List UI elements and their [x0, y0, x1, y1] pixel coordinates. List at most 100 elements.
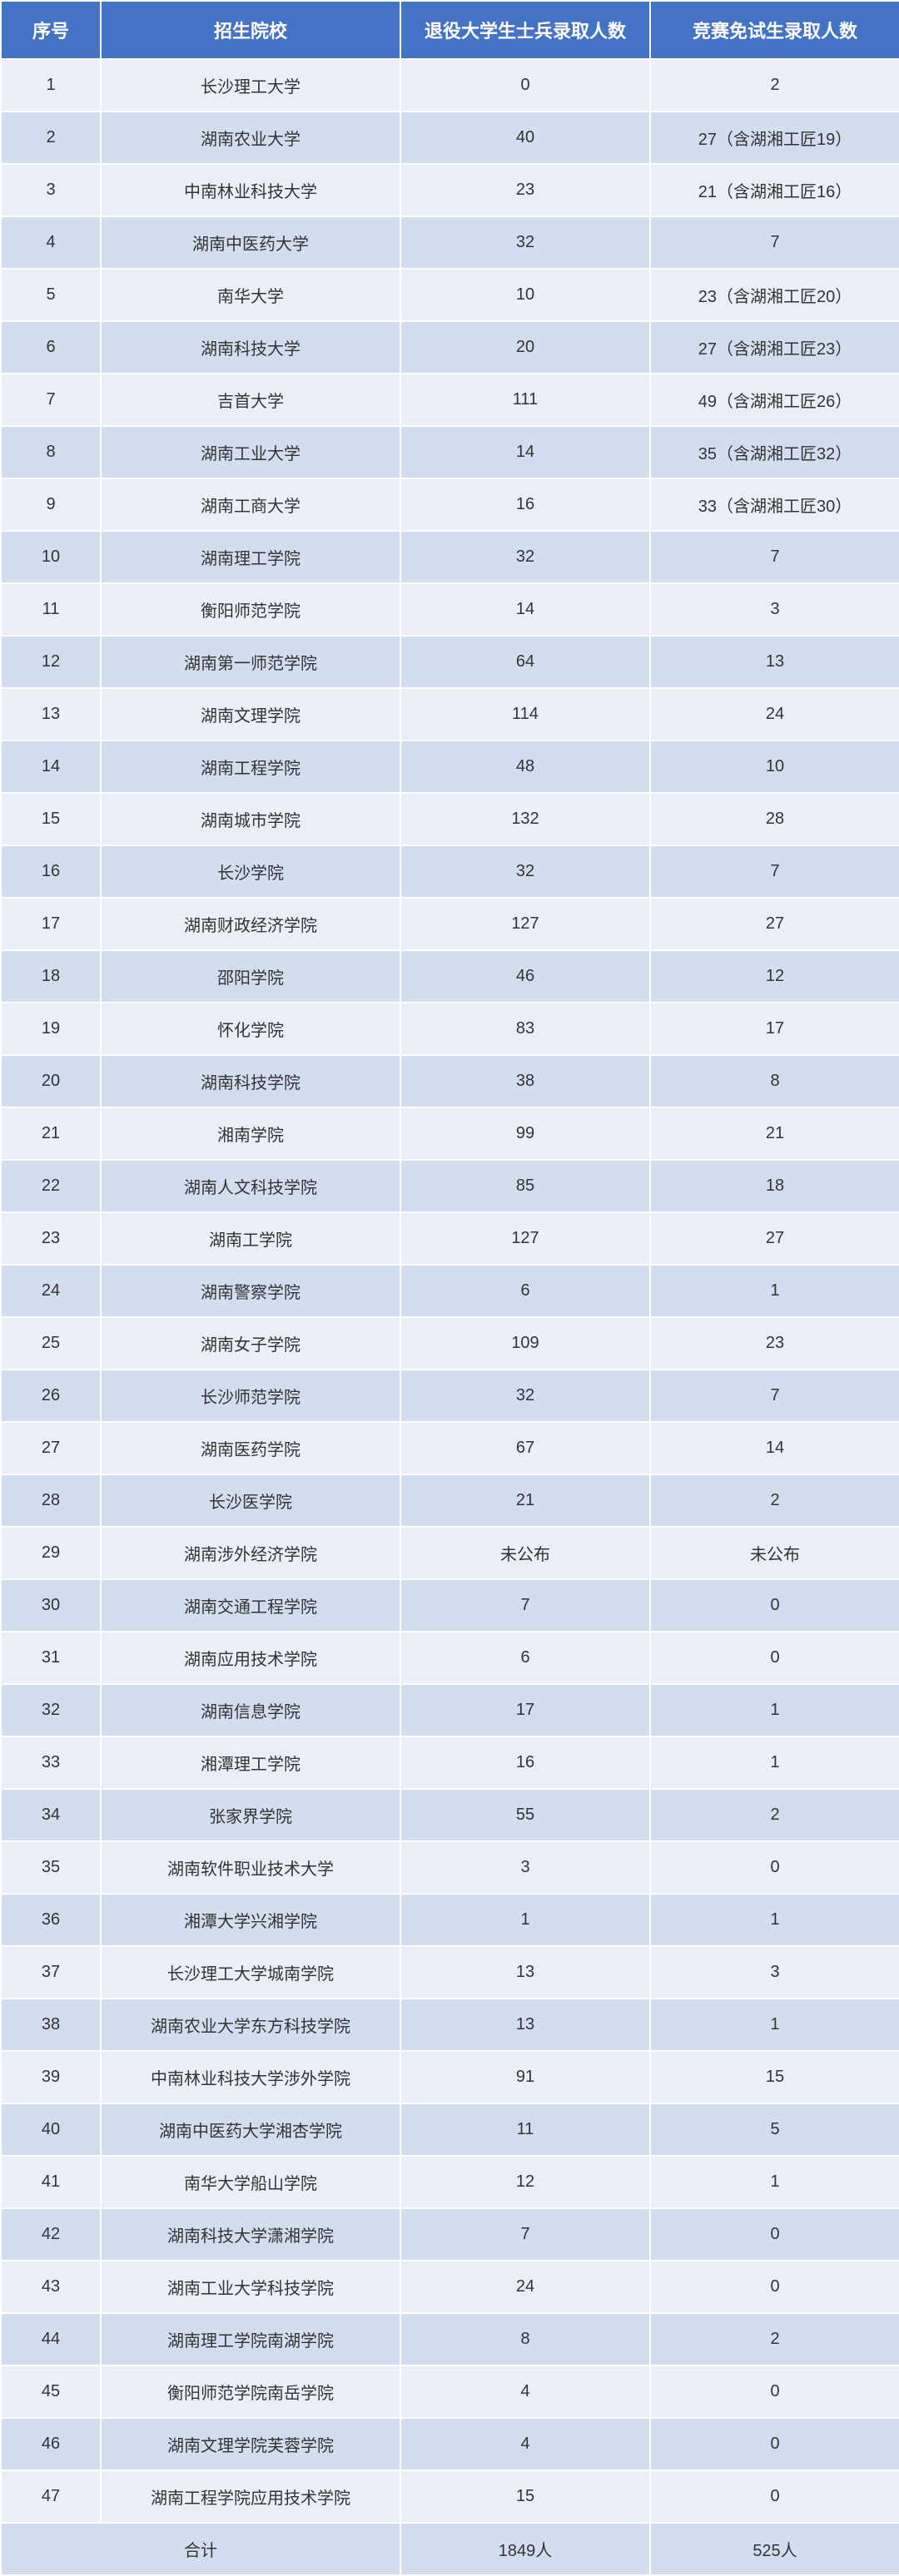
cell-competition: 7 — [650, 531, 899, 583]
cell-veteran: 24 — [400, 2261, 650, 2313]
cell-index: 18 — [1, 950, 101, 1003]
cell-competition: 0 — [650, 2208, 899, 2261]
cell-school: 湖南软件职业技术大学 — [101, 1841, 400, 1894]
table-row: 45衡阳师范学院南岳学院40 — [1, 2365, 899, 2418]
cell-school: 湖南文理学院芙蓉学院 — [101, 2418, 400, 2470]
cell-index: 9 — [1, 478, 101, 531]
cell-school: 湖南科技学院 — [101, 1055, 400, 1107]
cell-competition: 1 — [650, 1684, 899, 1736]
cell-competition: 14 — [650, 1422, 899, 1474]
table-row: 15湖南城市学院13228 — [1, 793, 899, 845]
cell-school: 湖南工程学院应用技术学院 — [101, 2470, 400, 2523]
table-row: 25湖南女子学院10923 — [1, 1317, 899, 1370]
table-row: 5南华大学1023（含湖湘工匠20） — [1, 269, 899, 321]
cell-competition: 1 — [650, 1894, 899, 1946]
cell-index: 37 — [1, 1946, 101, 1999]
table-row: 6湖南科技大学2027（含湖湘工匠23） — [1, 321, 899, 374]
cell-index: 25 — [1, 1317, 101, 1370]
cell-competition: 0 — [650, 2418, 899, 2470]
table-footer: 合计 1849人 525人 — [1, 2523, 899, 2575]
header-school: 招生院校 — [101, 1, 400, 59]
cell-competition: 15 — [650, 2051, 899, 2103]
cell-school: 长沙师范学院 — [101, 1370, 400, 1422]
cell-index: 19 — [1, 1003, 101, 1055]
cell-veteran: 67 — [400, 1422, 650, 1474]
cell-competition: 8 — [650, 1055, 899, 1107]
cell-competition: 27（含湖湘工匠19） — [650, 111, 899, 164]
cell-school: 南华大学船山学院 — [101, 2156, 400, 2208]
table-row: 29湖南涉外经济学院未公布未公布 — [1, 1527, 899, 1579]
cell-school: 湖南警察学院 — [101, 1265, 400, 1317]
cell-competition: 21 — [650, 1107, 899, 1160]
cell-veteran: 55 — [400, 1789, 650, 1841]
cell-index: 35 — [1, 1841, 101, 1894]
cell-index: 38 — [1, 1999, 101, 2051]
cell-index: 1 — [1, 59, 101, 111]
cell-index: 10 — [1, 531, 101, 583]
cell-competition: 1 — [650, 2156, 899, 2208]
admissions-table: 序号 招生院校 退役大学生士兵录取人数 竞赛免试生录取人数 1长沙理工大学022… — [0, 0, 899, 2576]
cell-index: 30 — [1, 1579, 101, 1632]
cell-index: 7 — [1, 374, 101, 426]
table-row: 19怀化学院8317 — [1, 1003, 899, 1055]
cell-competition: 1 — [650, 1265, 899, 1317]
cell-competition: 7 — [650, 216, 899, 269]
cell-school: 湖南文理学院 — [101, 688, 400, 741]
cell-index: 16 — [1, 845, 101, 898]
cell-index: 4 — [1, 216, 101, 269]
table-row: 41南华大学船山学院121 — [1, 2156, 899, 2208]
cell-school: 湖南交通工程学院 — [101, 1579, 400, 1632]
table-row: 16长沙学院327 — [1, 845, 899, 898]
cell-index: 45 — [1, 2365, 101, 2418]
cell-index: 11 — [1, 583, 101, 636]
header-competition: 竞赛免试生录取人数 — [650, 1, 899, 59]
cell-veteran: 20 — [400, 321, 650, 374]
cell-competition: 13 — [650, 636, 899, 688]
cell-competition: 24 — [650, 688, 899, 741]
cell-veteran: 7 — [400, 1579, 650, 1632]
cell-veteran: 127 — [400, 1212, 650, 1265]
cell-veteran: 13 — [400, 1999, 650, 2051]
cell-veteran: 40 — [400, 111, 650, 164]
table-row: 34张家界学院552 — [1, 1789, 899, 1841]
cell-index: 34 — [1, 1789, 101, 1841]
cell-school: 湖南第一师范学院 — [101, 636, 400, 688]
cell-competition: 21（含湖湘工匠16） — [650, 164, 899, 216]
cell-competition: 27 — [650, 1212, 899, 1265]
table-row: 14湖南工程学院4810 — [1, 741, 899, 793]
table-row: 27湖南医药学院6714 — [1, 1422, 899, 1474]
table-row: 23湖南工学院12727 — [1, 1212, 899, 1265]
cell-veteran: 15 — [400, 2470, 650, 2523]
cell-veteran: 16 — [400, 1736, 650, 1789]
cell-school: 长沙理工大学城南学院 — [101, 1946, 400, 1999]
cell-index: 8 — [1, 426, 101, 478]
table-row: 2湖南农业大学4027（含湖湘工匠19） — [1, 111, 899, 164]
table-row: 26长沙师范学院327 — [1, 1370, 899, 1422]
cell-index: 20 — [1, 1055, 101, 1107]
cell-index: 17 — [1, 898, 101, 950]
cell-veteran: 48 — [400, 741, 650, 793]
cell-index: 13 — [1, 688, 101, 741]
cell-veteran: 111 — [400, 374, 650, 426]
table-row: 8湖南工业大学1435（含湖湘工匠32） — [1, 426, 899, 478]
cell-index: 27 — [1, 1422, 101, 1474]
table-row: 46湖南文理学院芙蓉学院40 — [1, 2418, 899, 2470]
cell-index: 33 — [1, 1736, 101, 1789]
cell-veteran: 未公布 — [400, 1527, 650, 1579]
cell-competition: 0 — [650, 2365, 899, 2418]
table-row: 37长沙理工大学城南学院133 — [1, 1946, 899, 1999]
cell-school: 中南林业科技大学 — [101, 164, 400, 216]
cell-competition: 0 — [650, 2261, 899, 2313]
cell-school: 中南林业科技大学涉外学院 — [101, 2051, 400, 2103]
cell-competition: 1 — [650, 1999, 899, 2051]
table-row: 30湖南交通工程学院70 — [1, 1579, 899, 1632]
cell-veteran: 46 — [400, 950, 650, 1003]
cell-veteran: 4 — [400, 2418, 650, 2470]
table-row: 28长沙医学院212 — [1, 1474, 899, 1527]
cell-index: 40 — [1, 2103, 101, 2156]
cell-school: 湖南理工学院 — [101, 531, 400, 583]
cell-competition: 18 — [650, 1160, 899, 1212]
cell-index: 12 — [1, 636, 101, 688]
cell-school: 湖南农业大学 — [101, 111, 400, 164]
cell-competition: 5 — [650, 2103, 899, 2156]
